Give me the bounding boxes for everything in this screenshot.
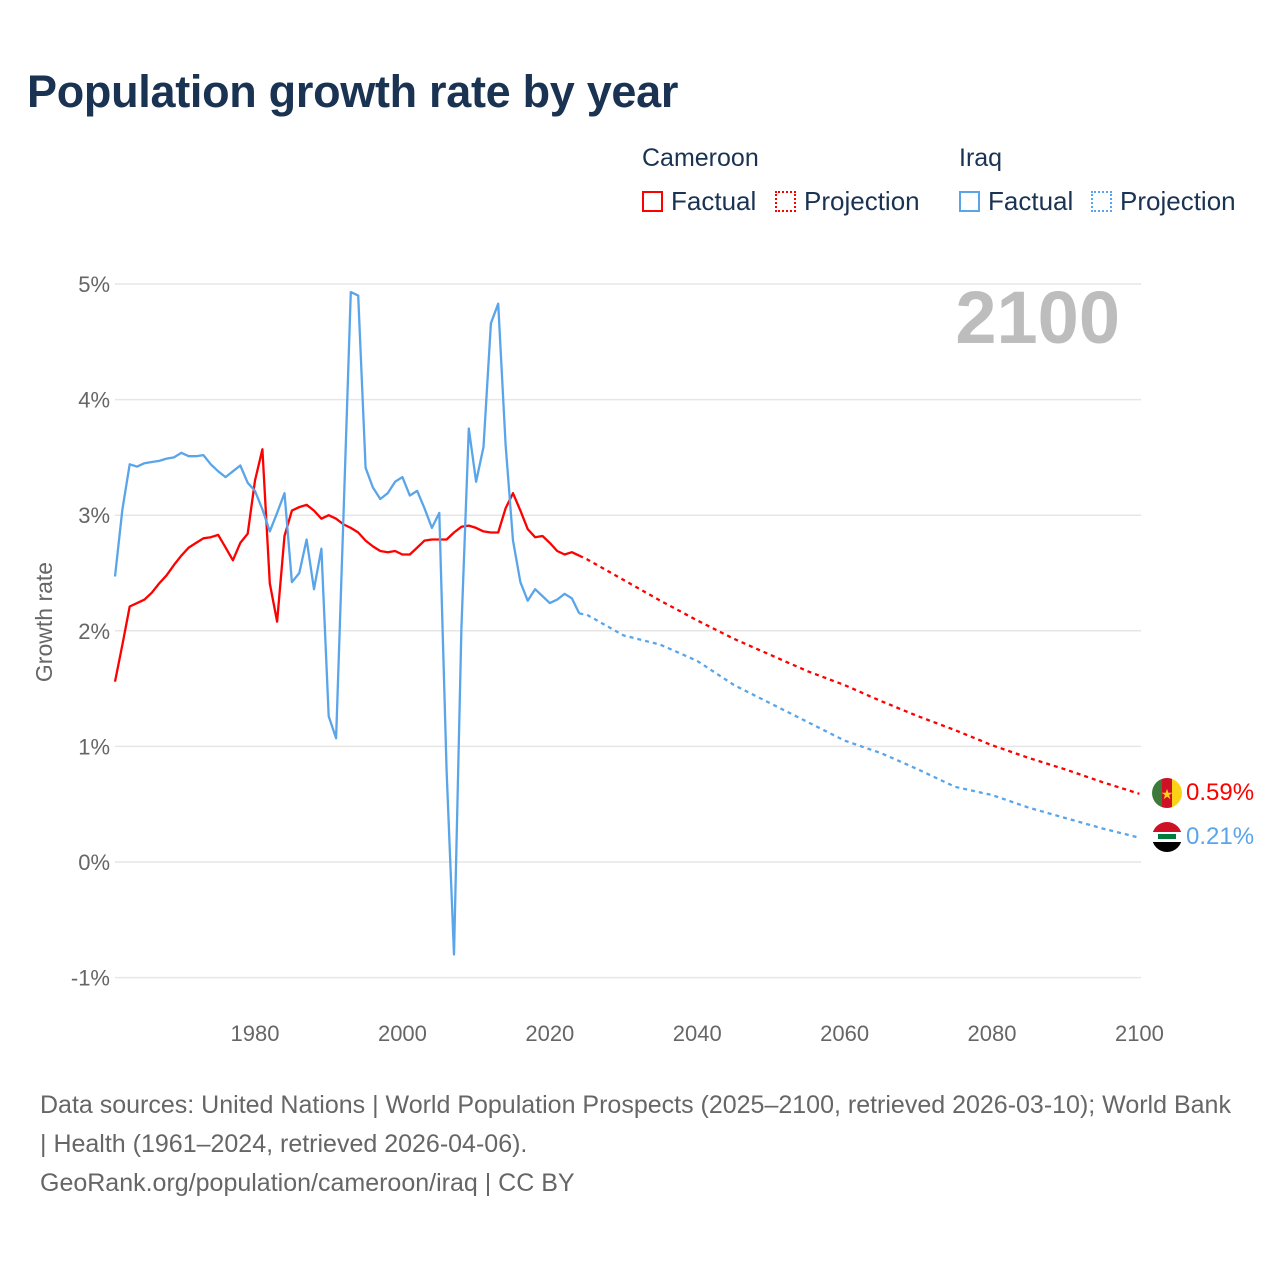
gridlines (115, 283, 1141, 979)
series-line-cameroon-projection (578, 554, 1140, 795)
x-tick-label: 2100 (1115, 1021, 1164, 1046)
x-tick-label: 1980 (231, 1021, 280, 1046)
y-tick-label: -1% (71, 966, 110, 991)
legend-iraq-factual[interactable]: Factual (959, 186, 1073, 217)
legend-swatch-solid (959, 191, 980, 212)
legend-cameroon-factual[interactable]: Factual (642, 186, 756, 217)
x-axis-ticks: 1980 2000 2020 2040 2060 2080 2100 (231, 1021, 1164, 1046)
y-tick-label: 2% (78, 619, 110, 644)
cameroon-end-label: 0.59% (1186, 779, 1254, 806)
legend-swatch-solid (642, 191, 663, 212)
data-sources: Data sources: United Nations | World Pop… (40, 1091, 1231, 1158)
x-tick-label: 2020 (525, 1021, 574, 1046)
legend-label: Projection (1120, 186, 1236, 216)
iraq-end-label: 0.21% (1186, 823, 1254, 850)
legend-iraq-projection[interactable]: Projection (1091, 186, 1236, 217)
y-axis-ticks: 5% 4% 3% 2% 1% 0% -1% (71, 272, 110, 991)
y-tick-label: 0% (78, 850, 110, 875)
legend-swatch-dotted (1091, 191, 1112, 212)
iraq-flag-icon (1152, 822, 1182, 852)
y-tick-label: 5% (78, 272, 110, 297)
x-tick-label: 2040 (673, 1021, 722, 1046)
svg-text:★: ★ (1161, 786, 1174, 802)
y-tick-label: 4% (78, 388, 110, 413)
y-tick-label: 1% (78, 734, 110, 759)
credit-link[interactable]: GeoRank.org/population/cameroon/iraq | C… (40, 1169, 575, 1197)
x-tick-label: 2080 (968, 1021, 1017, 1046)
year-indicator: 2100 (955, 276, 1120, 359)
cameroon-flag-icon: ★ (1152, 778, 1182, 808)
x-tick-label: 2000 (378, 1021, 427, 1046)
legend-swatch-dotted (775, 191, 796, 212)
y-tick-label: 3% (78, 503, 110, 528)
y-axis-label: Growth rate (31, 562, 57, 682)
x-tick-label: 2060 (820, 1021, 869, 1046)
legend-cameroon-projection[interactable]: Projection (775, 186, 920, 217)
series-line-iraq-projection (579, 612, 1140, 839)
legend-label: Factual (671, 186, 757, 216)
legend-country-cameroon: Cameroon (642, 144, 759, 172)
legend-label: Factual (988, 186, 1074, 216)
series-lines (113, 290, 1140, 956)
series-line-cameroon-factual (113, 448, 580, 682)
legend-label: Projection (804, 186, 920, 216)
series-line-iraq-factual (113, 290, 581, 956)
legend-country-iraq: Iraq (959, 144, 1003, 172)
chart-title: Population growth rate by year (27, 66, 679, 117)
